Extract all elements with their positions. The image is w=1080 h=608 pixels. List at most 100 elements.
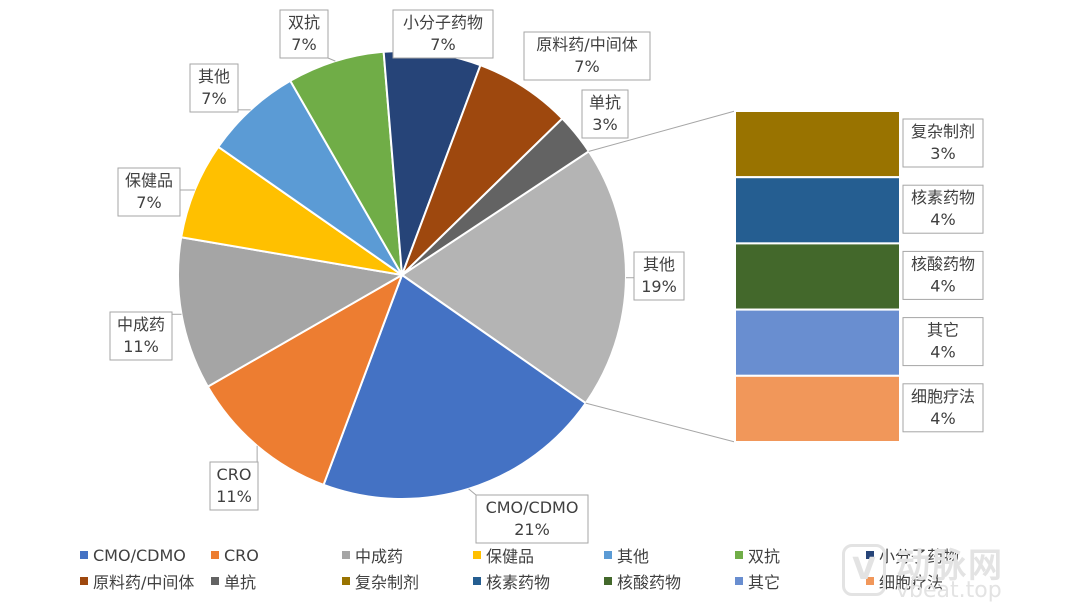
legend-label: 细胞疗法: [879, 573, 944, 592]
data-label-box: [189, 63, 239, 113]
watermark-brand: 动脉网: [896, 546, 1004, 586]
data-label-name: 核素药物: [911, 188, 975, 207]
legend-label: 其他: [617, 547, 650, 566]
legend-swatch: [342, 577, 350, 585]
data-label-box: [902, 250, 984, 300]
breakout-connector: [588, 110, 736, 152]
data-label-box: [392, 9, 494, 59]
legend-item: 其他: [604, 545, 735, 566]
legend-label: 原料药/中间体: [93, 573, 195, 592]
legend-item: 单抗: [211, 571, 342, 592]
data-label-name: 其他: [643, 255, 675, 274]
legend-label: 复杂制剂: [355, 573, 420, 592]
data-label-name: 复杂制剂: [911, 122, 975, 141]
data-label-box: [109, 311, 173, 361]
breakout-segment: [734, 110, 901, 179]
data-label-name: 细胞疗法: [911, 387, 975, 406]
data-label-value: 3%: [930, 144, 955, 163]
data-label-value: 4%: [930, 343, 955, 362]
data-label-value: 3%: [592, 115, 617, 134]
legend-label: 单抗: [224, 573, 257, 592]
data-label-name: CMO/CDMO: [486, 498, 579, 517]
data-label-name: 原料药/中间体: [536, 35, 637, 54]
data-label-value: 4%: [930, 210, 955, 229]
data-label-box: [902, 317, 984, 367]
data-label-value: 7%: [136, 193, 161, 212]
legend-label: 其它: [748, 573, 781, 592]
data-label-box: [581, 89, 629, 139]
legend-item: CRO: [211, 545, 342, 565]
data-label-value: 11%: [216, 487, 252, 506]
legend-swatch: [473, 551, 481, 559]
legend-swatch: [735, 551, 743, 559]
legend-item: 中成药: [342, 545, 473, 566]
data-label-name: 小分子药物: [403, 13, 483, 32]
legend-item: 保健品: [473, 545, 604, 566]
data-label-box: [209, 461, 259, 511]
legend-item: 双抗: [735, 545, 866, 566]
pie-slice: [322, 273, 588, 500]
legend-swatch: [735, 577, 743, 585]
data-label-name: CRO: [217, 465, 252, 484]
data-label-name: 保健品: [125, 171, 173, 190]
data-label-name: 双抗: [288, 13, 320, 32]
legend-swatch: [211, 551, 219, 559]
data-label-value: 21%: [514, 520, 550, 539]
data-label-box: [117, 167, 181, 217]
data-label-box: [279, 9, 329, 59]
legend-swatch: [866, 551, 874, 559]
watermark: V 动脉网 vbeat.top: [842, 538, 1072, 604]
legend-label: 核素药物: [486, 573, 551, 592]
data-label-box: [633, 251, 685, 301]
legend-item: 核素药物: [473, 571, 604, 592]
chart-legend: CMO/CDMO CRO 中成药 保健品 其他 双抗 小分子药物原料药/中间体 单抗 复杂制剂 核…: [80, 545, 1000, 592]
data-label-value: 19%: [641, 277, 677, 296]
legend-label: 核酸药物: [617, 573, 682, 592]
pie-slice: [401, 117, 591, 276]
data-label-box: [523, 31, 651, 81]
data-label-box: [475, 494, 589, 544]
legend-label: 中成药: [355, 547, 404, 566]
data-label-name: 核酸药物: [911, 254, 975, 273]
data-label-value: 4%: [930, 409, 955, 428]
legend-swatch: [604, 577, 612, 585]
legend-swatch: [342, 551, 350, 559]
legend-label: CRO: [224, 545, 259, 565]
legend-swatch: [211, 577, 219, 585]
pie-slice: [400, 149, 627, 405]
label-leader: [327, 57, 336, 62]
label-leader: [468, 488, 477, 496]
data-label-name: 中成药: [117, 315, 165, 334]
data-label-box: [902, 118, 984, 168]
legend-item: 核酸药物: [604, 571, 735, 592]
watermark-logo: V: [842, 544, 886, 596]
pie-slice: [206, 272, 404, 487]
pie-slice: [177, 236, 405, 389]
legend-item: 细胞疗法: [866, 571, 997, 592]
data-label-box: [902, 184, 984, 234]
breakout-segment: [734, 242, 901, 311]
breakout-connector: [585, 402, 736, 443]
data-label-value: 7%: [574, 57, 599, 76]
legend-item: 小分子药物: [866, 545, 997, 566]
data-label-value: 7%: [291, 35, 316, 54]
breakout-segment: [734, 374, 901, 443]
legend-swatch: [604, 551, 612, 559]
legend-label: 小分子药物: [879, 547, 960, 566]
legend-item: CMO/CDMO: [80, 545, 211, 565]
data-label-name: 其他: [198, 67, 230, 86]
legend-swatch: [473, 577, 481, 585]
watermark-site: vbeat.top: [896, 578, 1002, 603]
data-label-value: 7%: [201, 89, 226, 108]
breakout-segment: [734, 176, 901, 245]
data-label-name: 其它: [927, 321, 959, 340]
data-label-value: 7%: [430, 35, 455, 54]
breakout-segment: [734, 308, 901, 377]
data-label-value: 11%: [123, 337, 159, 356]
legend-label: 保健品: [486, 547, 535, 566]
legend-item: 复杂制剂: [342, 571, 473, 592]
data-label-value: 4%: [930, 276, 955, 295]
data-label-name: 单抗: [589, 93, 621, 112]
